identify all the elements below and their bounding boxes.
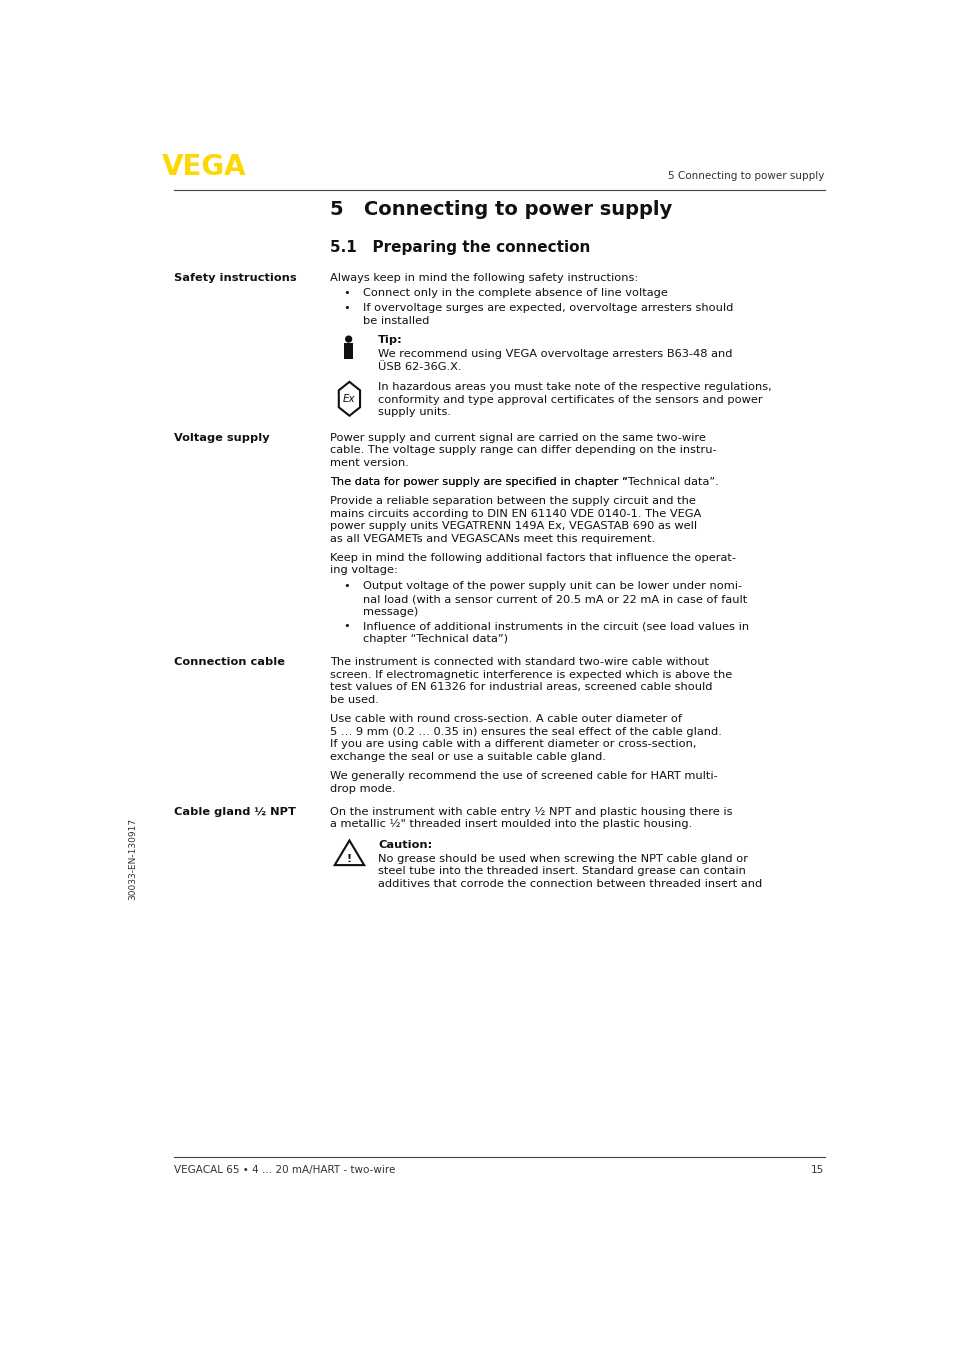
- Text: a metallic ½" threaded insert moulded into the plastic housing.: a metallic ½" threaded insert moulded in…: [330, 819, 692, 829]
- Text: drop mode.: drop mode.: [330, 784, 395, 793]
- Text: The instrument is connected with standard two-wire cable without: The instrument is connected with standar…: [330, 657, 708, 668]
- Text: Output voltage of the power supply unit can be lower under nomi-: Output voltage of the power supply unit …: [362, 581, 740, 592]
- Text: We recommend using VEGA overvoltage arresters B63-48 and: We recommend using VEGA overvoltage arre…: [377, 349, 732, 359]
- Text: 5 Connecting to power supply: 5 Connecting to power supply: [667, 171, 823, 181]
- Text: Connect only in the complete absence of line voltage: Connect only in the complete absence of …: [362, 288, 667, 298]
- Text: Power supply and current signal are carried on the same two-wire: Power supply and current signal are carr…: [330, 433, 705, 443]
- Text: Ex: Ex: [343, 394, 355, 403]
- Text: ment version.: ment version.: [330, 458, 409, 468]
- Circle shape: [345, 336, 352, 343]
- Text: The data for power supply are specified in chapter “: The data for power supply are specified …: [330, 477, 627, 487]
- Text: power supply units VEGATRENN 149A Ex, VEGASTAB 690 as well: power supply units VEGATRENN 149A Ex, VE…: [330, 521, 697, 531]
- Text: 5   Connecting to power supply: 5 Connecting to power supply: [330, 200, 672, 219]
- Text: Voltage supply: Voltage supply: [173, 433, 269, 443]
- Text: No grease should be used when screwing the NPT cable gland or: No grease should be used when screwing t…: [377, 853, 747, 864]
- Text: Influence of additional instruments in the circuit (see load values in: Influence of additional instruments in t…: [362, 621, 748, 631]
- Text: be used.: be used.: [330, 695, 378, 705]
- Text: Cable gland ½ NPT: Cable gland ½ NPT: [173, 807, 295, 816]
- Text: •: •: [343, 288, 350, 298]
- Text: VEGACAL 65 • 4 … 20 mA/HART - two-wire: VEGACAL 65 • 4 … 20 mA/HART - two-wire: [173, 1164, 395, 1175]
- Text: screen. If electromagnetic interference is expected which is above the: screen. If electromagnetic interference …: [330, 670, 732, 680]
- Text: test values of EN 61326 for industrial areas, screened cable should: test values of EN 61326 for industrial a…: [330, 682, 712, 692]
- Text: supply units.: supply units.: [377, 408, 451, 417]
- Text: Safety instructions: Safety instructions: [173, 272, 295, 283]
- Text: •: •: [343, 621, 350, 631]
- Text: !: !: [347, 854, 352, 864]
- Text: be installed: be installed: [362, 315, 429, 326]
- Text: If you are using cable with a different diameter or cross-section,: If you are using cable with a different …: [330, 739, 696, 749]
- Text: Provide a reliable separation between the supply circuit and the: Provide a reliable separation between th…: [330, 496, 695, 506]
- Text: exchange the seal or use a suitable cable gland.: exchange the seal or use a suitable cabl…: [330, 751, 605, 762]
- Text: Tip:: Tip:: [377, 334, 402, 345]
- Bar: [344, 344, 353, 359]
- Text: Connection cable: Connection cable: [173, 657, 284, 668]
- Text: cable. The voltage supply range can differ depending on the instru-: cable. The voltage supply range can diff…: [330, 445, 716, 455]
- Text: mains circuits according to DIN EN 61140 VDE 0140-1. The VEGA: mains circuits according to DIN EN 61140…: [330, 509, 700, 519]
- Text: We generally recommend the use of screened cable for HART multi-: We generally recommend the use of screen…: [330, 770, 717, 781]
- Text: 30033-EN-130917: 30033-EN-130917: [129, 818, 137, 899]
- Text: •: •: [343, 581, 350, 592]
- Text: chapter “Technical data”): chapter “Technical data”): [362, 634, 507, 645]
- Text: additives that corrode the connection between threaded insert and: additives that corrode the connection be…: [377, 879, 761, 890]
- Text: In hazardous areas you must take note of the respective regulations,: In hazardous areas you must take note of…: [377, 382, 771, 391]
- Text: Always keep in mind the following safety instructions:: Always keep in mind the following safety…: [330, 272, 638, 283]
- Text: The data for power supply are specified in chapter “Technical data”.: The data for power supply are specified …: [330, 477, 718, 487]
- Text: Use cable with round cross-section. A cable outer diameter of: Use cable with round cross-section. A ca…: [330, 714, 681, 724]
- Text: message): message): [362, 607, 417, 617]
- Text: If overvoltage surges are expected, overvoltage arresters should: If overvoltage surges are expected, over…: [362, 303, 732, 313]
- Text: Caution:: Caution:: [377, 839, 432, 849]
- Text: as all VEGAMETs and VEGASCANs meet this requirement.: as all VEGAMETs and VEGASCANs meet this …: [330, 533, 655, 544]
- Text: nal load (with a sensor current of 20.5 mA or 22 mA in case of fault: nal load (with a sensor current of 20.5 …: [362, 594, 746, 604]
- Text: Keep in mind the following additional factors that influence the operat-: Keep in mind the following additional fa…: [330, 552, 736, 563]
- Text: 15: 15: [810, 1164, 823, 1175]
- Text: steel tube into the threaded insert. Standard grease can contain: steel tube into the threaded insert. Sta…: [377, 867, 745, 876]
- Text: 5.1   Preparing the connection: 5.1 Preparing the connection: [330, 240, 590, 256]
- Text: 5 … 9 mm (0.2 … 0.35 in) ensures the seal effect of the cable gland.: 5 … 9 mm (0.2 … 0.35 in) ensures the sea…: [330, 727, 721, 737]
- Text: On the instrument with cable entry ½ NPT and plastic housing there is: On the instrument with cable entry ½ NPT…: [330, 807, 732, 816]
- Text: ing voltage:: ing voltage:: [330, 566, 397, 575]
- Text: conformity and type approval certificates of the sensors and power: conformity and type approval certificate…: [377, 394, 762, 405]
- Text: •: •: [343, 303, 350, 313]
- Text: VEGA: VEGA: [162, 153, 246, 181]
- Text: ÜSB 62-36G.X.: ÜSB 62-36G.X.: [377, 362, 461, 371]
